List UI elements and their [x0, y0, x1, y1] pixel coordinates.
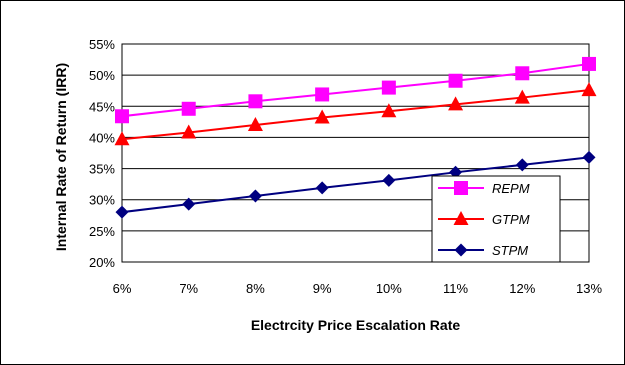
x-tick-label: 12% — [509, 281, 535, 296]
y-tick-label: 30% — [89, 193, 115, 208]
y-tick-labels: 20% 25% 30% 35% 40% 45% 50% 55% — [89, 37, 115, 270]
legend-item-stpm: STPM — [438, 243, 528, 258]
x-tick-label: 13% — [576, 281, 602, 296]
legend-label: GTPM — [492, 212, 530, 227]
data-point-repm — [181, 101, 196, 116]
data-point-gtpm — [247, 116, 263, 131]
data-point-repm — [582, 56, 596, 71]
legend-item-gtpm: GTPM — [438, 211, 530, 227]
legend-item-repm: REPM — [438, 181, 530, 196]
data-point-gtpm — [114, 131, 130, 146]
legend-label: STPM — [492, 243, 528, 258]
data-point-gtpm — [514, 89, 530, 104]
data-point-stpm — [582, 150, 596, 164]
data-point-gtpm — [581, 82, 597, 97]
data-point-gtpm — [181, 124, 197, 139]
y-tick-label: 50% — [89, 68, 115, 83]
data-point-stpm — [315, 181, 329, 195]
x-tick-labels: 6% 7% 8% 9% 10% 11% 12% 13% — [113, 281, 603, 296]
x-tick-label: 11% — [443, 281, 468, 296]
x-tick-label: 6% — [113, 281, 132, 296]
data-point-stpm — [115, 205, 129, 219]
data-point-repm — [248, 94, 263, 109]
data-point-stpm — [248, 189, 262, 203]
data-point-stpm — [182, 197, 196, 211]
data-point-stpm — [515, 158, 529, 172]
x-tick-label: 9% — [313, 281, 332, 296]
data-point-stpm — [382, 173, 396, 187]
series-line-gtpm — [121, 89, 590, 141]
y-tick-label: 20% — [89, 255, 115, 270]
y-tick-label: 35% — [89, 162, 115, 177]
data-point-repm — [381, 80, 396, 95]
data-point-gtpm — [314, 109, 330, 124]
x-axis-title: Electrcity Price Escalation Rate — [251, 317, 461, 333]
data-point-repm — [515, 66, 530, 81]
series-line-stpm — [121, 156, 590, 214]
x-tick-label: 8% — [246, 281, 265, 296]
series-gtpm — [114, 82, 597, 146]
x-tick-label: 10% — [376, 281, 402, 296]
legend: REPM GTPM STPM — [431, 175, 561, 263]
y-tick-label: 45% — [89, 99, 115, 114]
y-tick-label: 25% — [89, 224, 115, 239]
x-tick-label: 7% — [179, 281, 198, 296]
data-point-gtpm — [448, 96, 464, 111]
series-repm — [115, 56, 596, 124]
data-point-repm — [448, 73, 463, 88]
data-point-gtpm — [381, 103, 397, 118]
y-axis-title: Internal Rate of Return (IRR) — [53, 63, 69, 251]
legend-marker — [454, 181, 468, 195]
legend-label: REPM — [492, 181, 530, 196]
y-tick-label: 40% — [89, 130, 115, 145]
data-point-repm — [115, 109, 129, 124]
y-tick-label: 55% — [89, 37, 115, 52]
series-line-repm — [121, 62, 590, 118]
data-point-repm — [315, 87, 330, 102]
legend-marker — [453, 211, 469, 225]
legend-marker — [454, 243, 468, 257]
